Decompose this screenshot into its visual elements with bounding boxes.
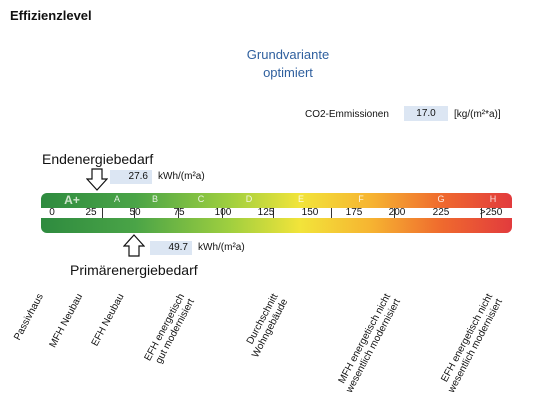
page-title: Effizienzlevel [10, 8, 92, 23]
end-energy-label: Endenergiebedarf [42, 151, 154, 167]
class-divider [394, 208, 395, 218]
end-energy-arrow-icon [86, 168, 108, 191]
variant-title: Grundvariante optimiert [218, 46, 358, 82]
scale-bar-bottom [41, 218, 512, 233]
scale-tick: 125 [257, 207, 275, 218]
class-label: B [151, 194, 159, 204]
co2-value: 17.0 [404, 106, 448, 121]
scale-tick: >250 [479, 207, 503, 218]
primary-energy-unit: kWh/(m²a) [198, 242, 245, 253]
variant-line-2: optimiert [263, 65, 313, 80]
class-label: A [113, 194, 121, 204]
class-divider [273, 208, 274, 218]
category-efh-neubau: EFH Neubau [90, 292, 127, 348]
category-efh-nicht-modernisiert: EFH energetisch nicht wesentlich moderni… [436, 292, 505, 395]
class-divider [331, 208, 332, 218]
scale-tick: 100 [214, 207, 232, 218]
class-label: E [297, 194, 305, 204]
class-label: H [489, 194, 497, 204]
scale-tick: 150 [301, 207, 319, 218]
category-durchschnitt-wohngebaeude: Durchschnitt Wohngebäude [241, 292, 291, 360]
scale-tick: 75 [173, 207, 185, 218]
class-divider [178, 208, 179, 218]
scale-tick: 200 [388, 207, 406, 218]
class-label: C [197, 194, 205, 204]
category-mfh-nicht-modernisiert: MFH energetisch nicht wesentlich moderni… [334, 292, 402, 395]
scale-tick: 50 [129, 207, 141, 218]
category-line: MFH Neubau [47, 292, 85, 350]
end-energy-value: 27.6 [110, 170, 152, 184]
class-divider [481, 208, 482, 218]
co2-unit: [kg/(m²*a)] [454, 109, 501, 120]
category-passivhaus: Passivhaus [12, 292, 46, 342]
end-energy-unit: kWh/(m²a) [158, 171, 205, 182]
scale-tick: 225 [432, 207, 450, 218]
class-label: A+ [64, 193, 80, 207]
scale-tick: 0 [49, 207, 55, 218]
class-label: D [245, 194, 253, 204]
class-divider [102, 208, 103, 218]
primary-energy-value: 49.7 [150, 241, 192, 255]
category-mfh-neubau: MFH Neubau [47, 292, 85, 350]
primary-energy-label: Primärenergiebedarf [70, 262, 198, 278]
primary-energy-arrow-icon [123, 234, 145, 257]
co2-label: CO2-Emmissionen [305, 109, 389, 120]
scale-tick-strip [41, 208, 512, 218]
category-line: Passivhaus [11, 292, 46, 343]
class-divider [222, 208, 223, 218]
category-line: EFH Neubau [89, 292, 127, 349]
scale-bar-top: A+ A B C D E F G H [41, 193, 512, 208]
scale-tick: 175 [345, 207, 363, 218]
variant-line-1: Grundvariante [246, 47, 330, 62]
class-divider [134, 208, 135, 218]
class-label: F [358, 194, 364, 204]
class-label: G [437, 194, 445, 204]
scale-tick: 25 [85, 207, 97, 218]
category-efh-gut-modernisiert: EFH energetisch gut modernisiert [142, 292, 196, 368]
